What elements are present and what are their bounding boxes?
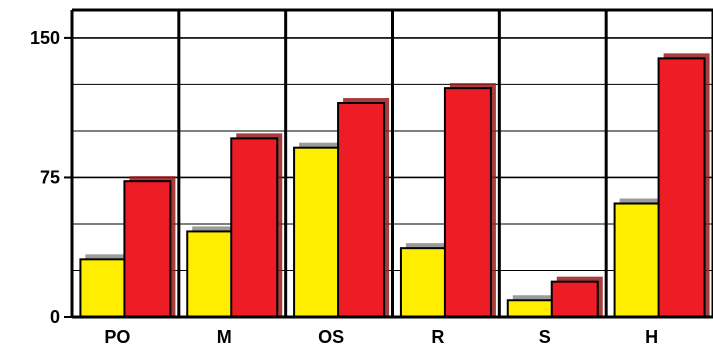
category-label-h: H	[645, 327, 658, 347]
bar-m-series-2	[230, 137, 279, 318]
bar-os-series-2	[337, 102, 386, 318]
plot-frame	[70, 8, 713, 319]
bar-h-series-2	[657, 57, 706, 318]
bar-os-series-1	[293, 146, 342, 318]
bars	[79, 53, 710, 319]
bar-r-series-2	[443, 87, 492, 318]
bar-h-series-1	[613, 202, 662, 319]
bar-po-series-1	[79, 258, 128, 318]
bar-m-series-1	[186, 230, 235, 318]
bar-s-series-1	[506, 299, 555, 319]
y-axis-tick-labels: 0 75 150	[30, 28, 60, 327]
category-label-s: S	[539, 327, 551, 347]
category-label-r: R	[431, 327, 444, 347]
y-tick-label-0: 0	[50, 307, 60, 327]
y-tick-label-75: 75	[40, 167, 60, 187]
bar-r-series-1	[399, 247, 448, 318]
category-label-po: PO	[104, 327, 130, 347]
bar-s-series-2	[550, 280, 599, 319]
category-label-m: M	[217, 327, 232, 347]
y-tick-label-150: 150	[30, 28, 60, 48]
bar-po-series-2	[123, 180, 172, 318]
category-label-os: OS	[318, 327, 344, 347]
x-axis-category-labels: PO M OS R S H	[104, 327, 658, 347]
